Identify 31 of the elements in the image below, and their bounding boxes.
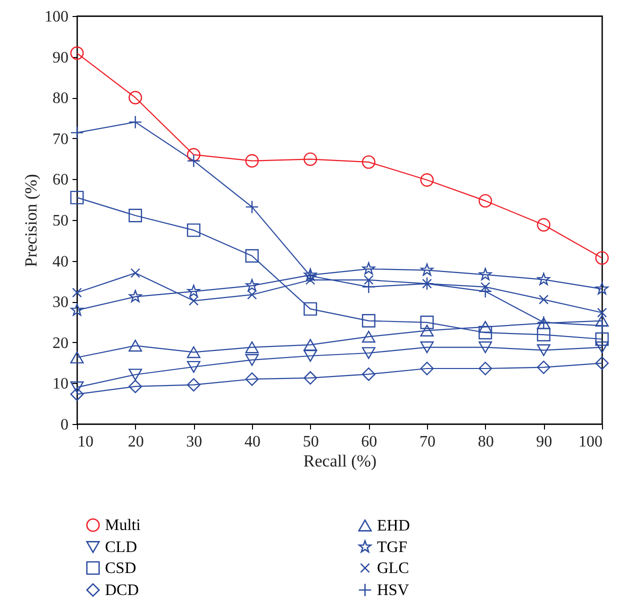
x-tick-label: 20	[128, 434, 144, 450]
y-tick-label: 10	[52, 376, 68, 393]
y-tick-label: 20	[52, 334, 68, 352]
legend-label: TGF	[377, 539, 408, 556]
y-tick-label: 50	[52, 212, 68, 230]
y-tick-label: 90	[52, 49, 68, 66]
y-axis-title: Precision (%)	[22, 174, 40, 268]
legend-label: EHD	[377, 518, 410, 534]
legend-label: CLD	[105, 539, 137, 556]
legend-label: GLC	[377, 560, 409, 577]
x-tick-label: 100	[578, 434, 602, 450]
legend-label: DCD	[105, 582, 139, 599]
x-axis-title: Recall (%)	[303, 452, 377, 470]
y-tick-label: 100	[44, 8, 68, 26]
x-tick-label: 50	[302, 434, 319, 450]
y-tick-label: 60	[52, 172, 68, 189]
x-tick-label: 40	[244, 434, 260, 450]
y-tick-label: 40	[52, 253, 68, 270]
x-tick-label: 70	[420, 434, 436, 450]
legend-label: CSD	[105, 560, 136, 577]
x-tick-label: 80	[478, 434, 494, 450]
x-tick-label: 60	[361, 434, 378, 450]
y-tick-label: 80	[52, 90, 68, 108]
legend-label: Multi	[105, 517, 142, 534]
x-tick-label: 10	[78, 434, 94, 450]
y-tick-label: 30	[52, 294, 68, 312]
legend-label: HSV	[377, 582, 410, 599]
y-tick-label: 70	[52, 130, 68, 148]
y-tick-label: 0	[60, 416, 68, 434]
x-tick-label: 90	[536, 434, 552, 450]
x-tick-label: 30	[186, 434, 202, 450]
